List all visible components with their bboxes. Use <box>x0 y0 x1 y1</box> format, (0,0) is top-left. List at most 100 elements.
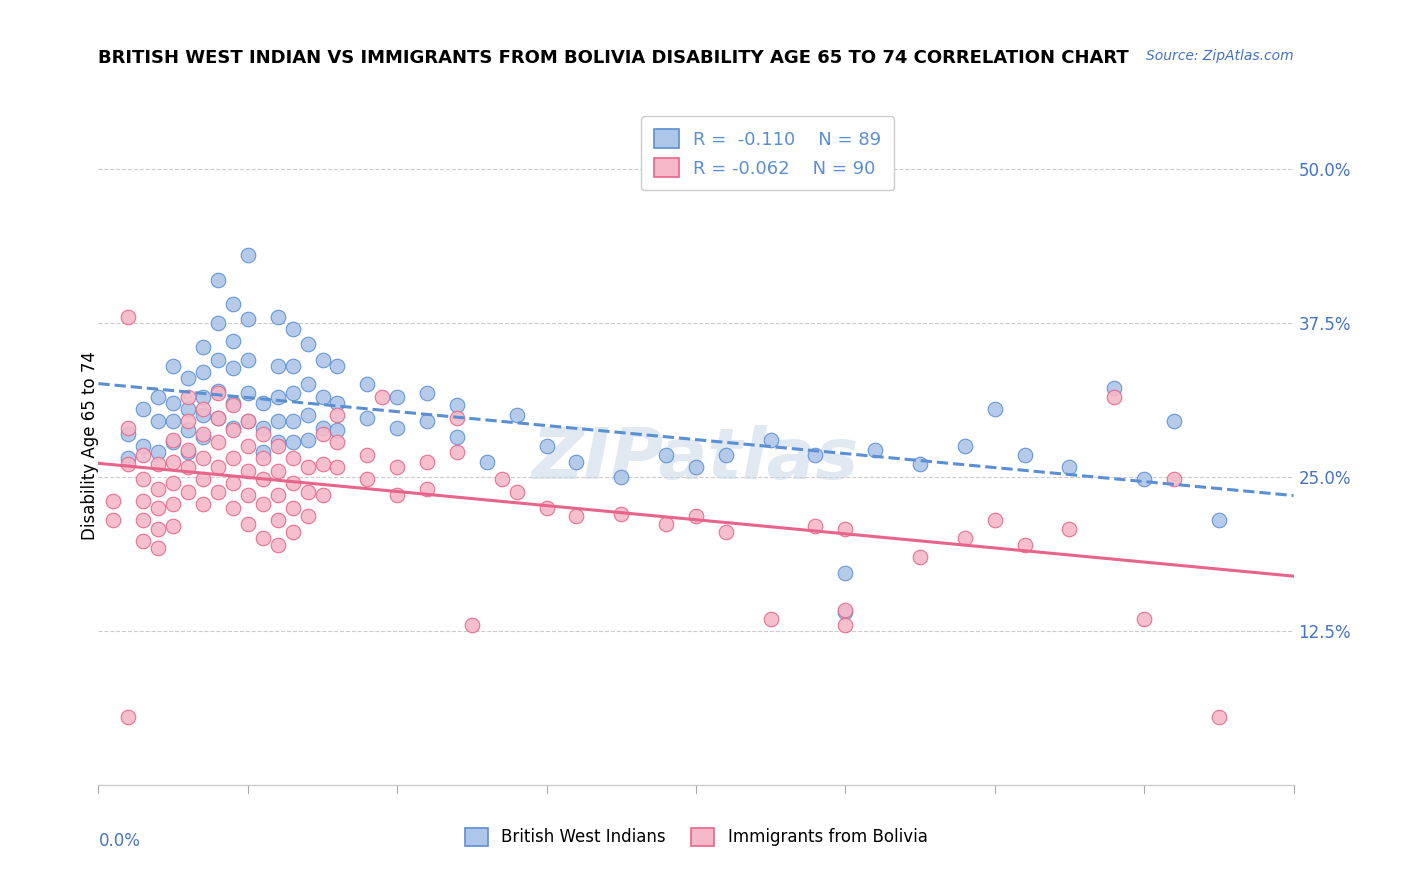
Point <box>236 488 259 502</box>
Point <box>297 509 319 524</box>
Point <box>222 334 245 349</box>
Point <box>356 472 378 486</box>
Point <box>475 455 498 469</box>
Point <box>267 435 290 450</box>
Point <box>281 386 304 401</box>
Point <box>191 430 214 444</box>
Point <box>416 455 439 469</box>
Point <box>953 439 976 453</box>
Point <box>162 519 184 533</box>
Point <box>207 410 229 425</box>
Point <box>267 464 290 478</box>
Point <box>132 533 155 548</box>
Point <box>1208 513 1230 527</box>
Point <box>252 472 274 486</box>
Point <box>506 408 529 422</box>
Point <box>1059 522 1081 536</box>
Point <box>148 390 170 404</box>
Point <box>191 365 214 379</box>
Text: 0.0%: 0.0% <box>98 832 141 850</box>
Point <box>117 710 139 724</box>
Point <box>267 359 290 373</box>
Point <box>252 497 274 511</box>
Point <box>281 500 304 515</box>
Point <box>191 402 214 417</box>
Legend: British West Indians, Immigrants from Bolivia: British West Indians, Immigrants from Bo… <box>456 819 936 855</box>
Point <box>685 509 707 524</box>
Point <box>148 445 170 459</box>
Point <box>132 513 155 527</box>
Point <box>222 475 245 490</box>
Point <box>207 484 229 499</box>
Point <box>610 470 633 484</box>
Point <box>236 414 259 428</box>
Point <box>759 433 782 447</box>
Text: ZIPatlas: ZIPatlas <box>533 425 859 494</box>
Point <box>834 603 856 617</box>
Point <box>446 430 468 444</box>
Point <box>1133 611 1156 625</box>
Point <box>804 448 827 462</box>
Point <box>267 439 290 453</box>
Point <box>222 398 245 412</box>
Point <box>236 439 259 453</box>
Point <box>356 448 378 462</box>
Point <box>132 472 155 486</box>
Point <box>1014 538 1036 552</box>
Point <box>714 448 737 462</box>
Point <box>416 386 439 401</box>
Point <box>326 459 349 474</box>
Point <box>297 459 319 474</box>
Point <box>191 390 214 404</box>
Point <box>281 414 304 428</box>
Point <box>311 426 333 441</box>
Point <box>953 532 976 546</box>
Point <box>252 451 274 466</box>
Point <box>1208 710 1230 724</box>
Point <box>177 423 200 437</box>
Point <box>655 448 678 462</box>
Point <box>356 410 378 425</box>
Point <box>177 371 200 385</box>
Point <box>207 316 229 330</box>
Point <box>177 390 200 404</box>
Point <box>385 488 409 502</box>
Point <box>191 451 214 466</box>
Point <box>1014 448 1036 462</box>
Point <box>311 458 333 472</box>
Point <box>222 361 245 376</box>
Point <box>506 484 529 499</box>
Point <box>984 402 1007 417</box>
Point <box>759 611 782 625</box>
Point <box>267 538 290 552</box>
Point <box>162 359 184 373</box>
Point <box>565 455 588 469</box>
Point <box>177 459 200 474</box>
Point <box>297 377 319 392</box>
Point <box>148 458 170 472</box>
Point <box>1163 414 1185 428</box>
Point <box>117 458 139 472</box>
Point <box>536 500 558 515</box>
Point <box>297 484 319 499</box>
Point <box>148 541 170 556</box>
Point <box>252 420 274 434</box>
Point <box>252 426 274 441</box>
Point <box>132 439 155 453</box>
Point <box>236 352 259 367</box>
Point <box>236 464 259 478</box>
Point <box>117 420 139 434</box>
Point <box>326 396 349 410</box>
Point <box>117 310 139 324</box>
Point <box>297 433 319 447</box>
Point <box>311 420 333 434</box>
Point <box>1104 381 1126 395</box>
Point <box>207 272 229 286</box>
Point <box>804 519 827 533</box>
Point <box>117 426 139 441</box>
Point <box>326 359 349 373</box>
Point <box>162 435 184 450</box>
Point <box>222 500 245 515</box>
Point <box>103 513 125 527</box>
Point <box>267 310 290 324</box>
